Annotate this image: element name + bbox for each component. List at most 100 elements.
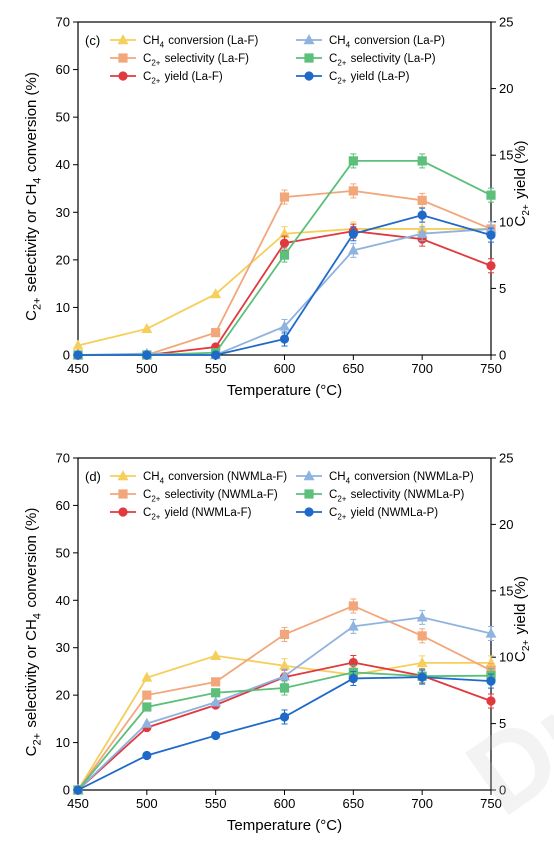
data-point [417, 195, 427, 205]
x-tick-label: 750 [480, 361, 502, 376]
data-point [211, 730, 221, 741]
legend-item: CH4 conversion (NWMLa-F) [110, 470, 287, 485]
x-tick-label: 450 [67, 796, 89, 811]
series-6 [73, 669, 496, 795]
chart-panel-1: 450 500 550 600 650 700 7500102030405060700510… [23, 15, 532, 400]
y-left-tick-label: 20 [56, 252, 70, 267]
legend-marker [117, 470, 129, 481]
data-point [486, 230, 496, 240]
data-point [486, 696, 496, 706]
data-point [417, 631, 427, 641]
y-left-tick-label: 30 [56, 640, 70, 655]
legend-label: CH4 conversion (NWMLa-F) [143, 471, 287, 485]
y-left-tick-label: 60 [56, 498, 70, 513]
data-point [416, 657, 428, 668]
data-point [141, 717, 153, 728]
x-tick-label: 650 [342, 796, 364, 811]
legend-item: C2+ selectivity (NWMLa-F) [110, 489, 278, 503]
legend-marker [118, 53, 128, 63]
y-right-tick-label: 5 [499, 716, 506, 731]
y-right-tick-label: 10 [499, 650, 513, 665]
data-point [486, 261, 496, 271]
data-point [211, 350, 221, 360]
data-point [416, 227, 428, 238]
chart-panel-2: 450 500 550 600 650 700 7500102030405060700510… [23, 451, 532, 835]
legend-label: C2+ yield (NWMLa-P) [329, 507, 438, 521]
data-point [417, 672, 427, 682]
y-right-tick-label: 15 [499, 583, 513, 598]
legend-marker [303, 34, 315, 45]
legend-marker [303, 470, 315, 481]
legend-label: CH4 conversion (NWMLa-P) [329, 471, 474, 485]
data-point [417, 210, 427, 220]
x-tick-label: 750 [480, 796, 502, 811]
x-tick-label: 600 [274, 361, 296, 376]
legend-label: C2+ yield (La-P) [329, 71, 410, 85]
legend-label: C2+ selectivity (NWMLa-P) [329, 489, 465, 503]
data-point [142, 350, 152, 360]
data-point [279, 629, 290, 640]
data-point [279, 320, 290, 331]
data-point [486, 676, 496, 686]
data-point [279, 250, 290, 260]
x-axis-label: Temperature (°C) [227, 382, 342, 399]
data-point [210, 288, 222, 299]
y-left-axis-label: C2+ selectivity or CH4 conversion (%) [23, 72, 44, 321]
x-tick-label: 500 [136, 796, 158, 811]
x-tick-label: 600 [274, 796, 296, 811]
y-left-tick-label: 60 [56, 62, 70, 77]
x-tick-label: 450 [67, 361, 89, 376]
legend-item: CH4 conversion (NWMLa-P) [296, 470, 474, 485]
y-left-tick-label: 10 [56, 735, 70, 750]
legend-item: CH4 conversion (La-F) [110, 34, 259, 49]
data-point [141, 323, 153, 334]
data-point [211, 328, 221, 338]
data-point [279, 670, 290, 681]
legend-marker [117, 34, 129, 45]
data-point [279, 712, 290, 722]
legend-item: C2+ yield (La-F) [110, 71, 223, 85]
y-left-tick-label: 40 [56, 157, 70, 172]
y-right-tick-label: 10 [499, 214, 513, 229]
y-right-tick-label: 5 [499, 281, 506, 296]
y-right-tick-label: 25 [499, 451, 513, 466]
data-point [417, 156, 427, 166]
data-point [279, 683, 290, 693]
data-point [348, 229, 358, 239]
data-point [485, 627, 497, 638]
legend-marker [304, 489, 314, 499]
legend-label: C2+ selectivity (La-F) [143, 53, 249, 67]
x-tick-label: 650 [342, 361, 364, 376]
legend-item: C2+ selectivity (La-P) [296, 53, 436, 67]
y-left-tick-label: 0 [63, 348, 70, 363]
data-point [348, 186, 358, 196]
y-left-axis-label: C2+ selectivity or CH4 conversion (%) [23, 508, 44, 757]
y-left-tick-label: 10 [56, 300, 70, 315]
data-point [141, 671, 153, 682]
y-right-tick-label: 15 [499, 148, 513, 163]
x-tick-label: 550 [205, 796, 227, 811]
panel-label: (d) [85, 469, 101, 484]
data-point [348, 601, 358, 611]
legend-item: C2+ yield (La-P) [296, 71, 410, 85]
legend-marker [304, 71, 314, 81]
y-right-axis-label: C2+ yield (%) [512, 140, 532, 226]
data-point [73, 350, 83, 360]
data-point [347, 620, 359, 631]
y-right-tick-label: 0 [499, 783, 506, 798]
y-left-tick-label: 0 [63, 783, 70, 798]
data-point [142, 702, 152, 712]
y-right-tick-label: 0 [499, 348, 506, 363]
legend-marker [118, 71, 128, 81]
legend-marker [304, 507, 314, 517]
data-point [486, 190, 496, 200]
data-point [416, 611, 428, 622]
legend-item: CH4 conversion (La-P) [296, 34, 445, 49]
plot-frame [77, 21, 492, 356]
x-tick-label: 700 [411, 361, 433, 376]
data-point [210, 696, 222, 707]
x-axis-label: Temperature (°C) [227, 817, 342, 834]
legend-label: C2+ yield (La-F) [143, 71, 223, 85]
series-5 [73, 664, 496, 795]
